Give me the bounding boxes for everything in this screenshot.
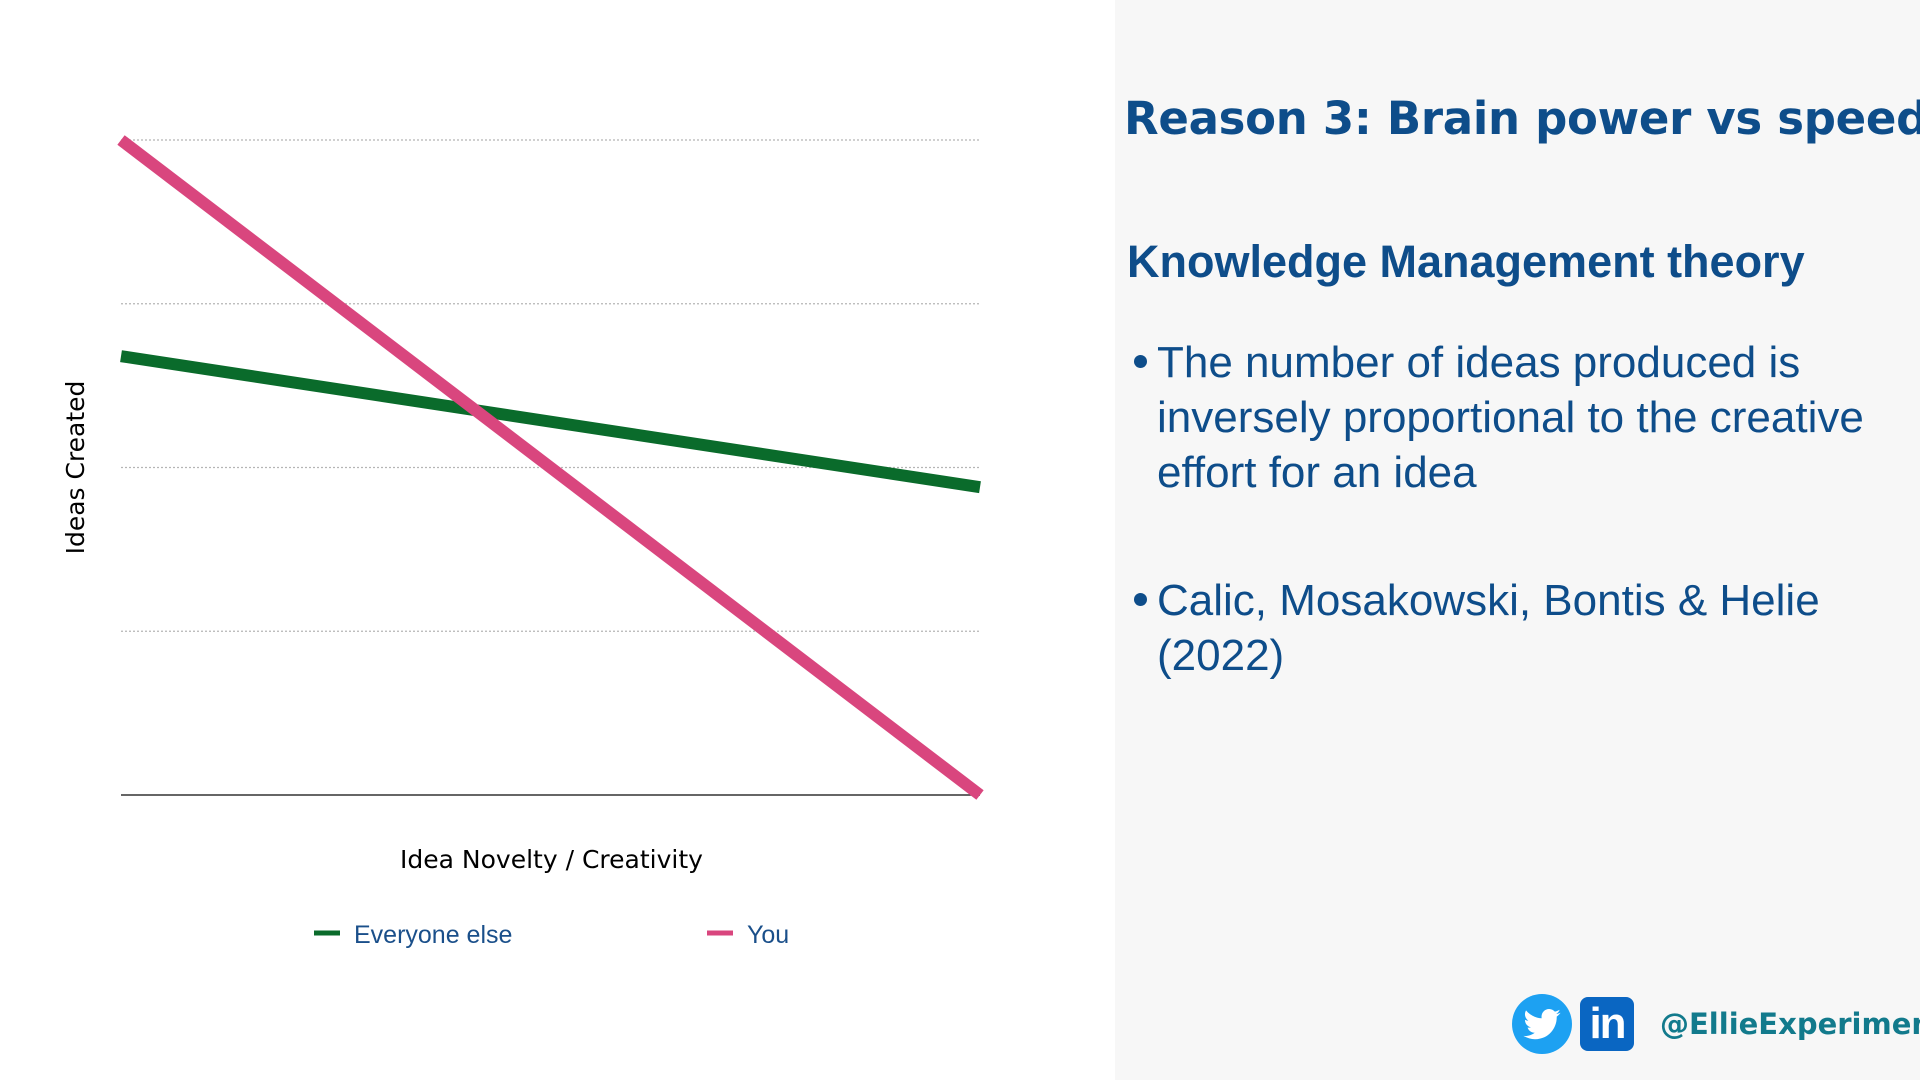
bullet-dot-icon: [1134, 593, 1147, 606]
bullet-item: The number of ideas produced is inversel…: [1128, 335, 1908, 500]
series-line-everyone-else: [120, 350, 981, 494]
bullet-dot-icon: [1134, 355, 1147, 368]
text-panel: [1115, 0, 1920, 1080]
bullet-text: The number of ideas produced is inversel…: [1157, 338, 1864, 497]
section-subtitle: Knowledge Management theory: [1127, 236, 1805, 287]
legend-label: You: [747, 921, 789, 949]
legend-label: Everyone else: [354, 921, 512, 949]
chart-panel: [0, 0, 1115, 1080]
line-chart: Idea Novelty / Creativity Ideas Created Ev…: [61, 135, 984, 949]
x-axis-label: Idea Novelty / Creativity: [400, 845, 703, 874]
social-footer: in @EllieExperiment: [1512, 994, 1920, 1054]
social-handle[interactable]: @EllieExperiment: [1660, 1007, 1920, 1041]
slide-title: Reason 3: Brain power vs speed: [1124, 92, 1920, 145]
bullet-item: Calic, Mosakowski, Bontis & Helie (2022): [1128, 573, 1908, 683]
bullet-text: Calic, Mosakowski, Bontis & Helie (2022): [1157, 576, 1820, 680]
bullet-list: The number of ideas produced is inversel…: [1128, 335, 1908, 683]
series-line-you: [117, 135, 984, 800]
twitter-icon[interactable]: [1512, 994, 1572, 1054]
linkedin-icon[interactable]: in: [1580, 997, 1634, 1051]
y-axis-label: Ideas Created: [61, 381, 90, 555]
